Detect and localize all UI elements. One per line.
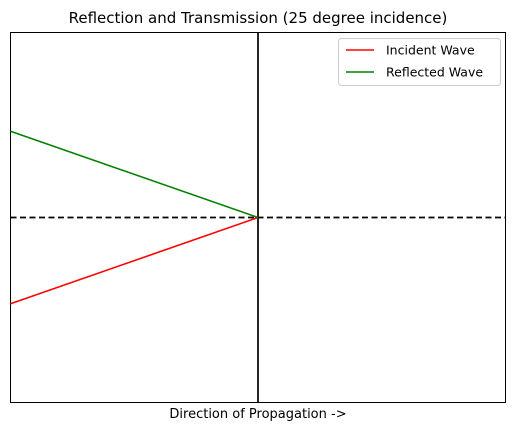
series-lines [10, 130, 259, 305]
legend-label-incident-wave: Incident Wave [386, 43, 475, 58]
legend: Incident Wave Reflected Wave [338, 38, 501, 86]
reflected-wave-line [10, 130, 259, 219]
chart-title: Reflection and Transmission (25 degree i… [69, 9, 448, 27]
legend-box [338, 38, 501, 86]
legend-entries: Incident Wave Reflected Wave [346, 43, 483, 80]
legend-label-reflected-wave: Reflected Wave [386, 65, 483, 80]
incident-wave-line [10, 216, 259, 305]
x-axis-label: Direction of Propagation -> [169, 407, 346, 422]
